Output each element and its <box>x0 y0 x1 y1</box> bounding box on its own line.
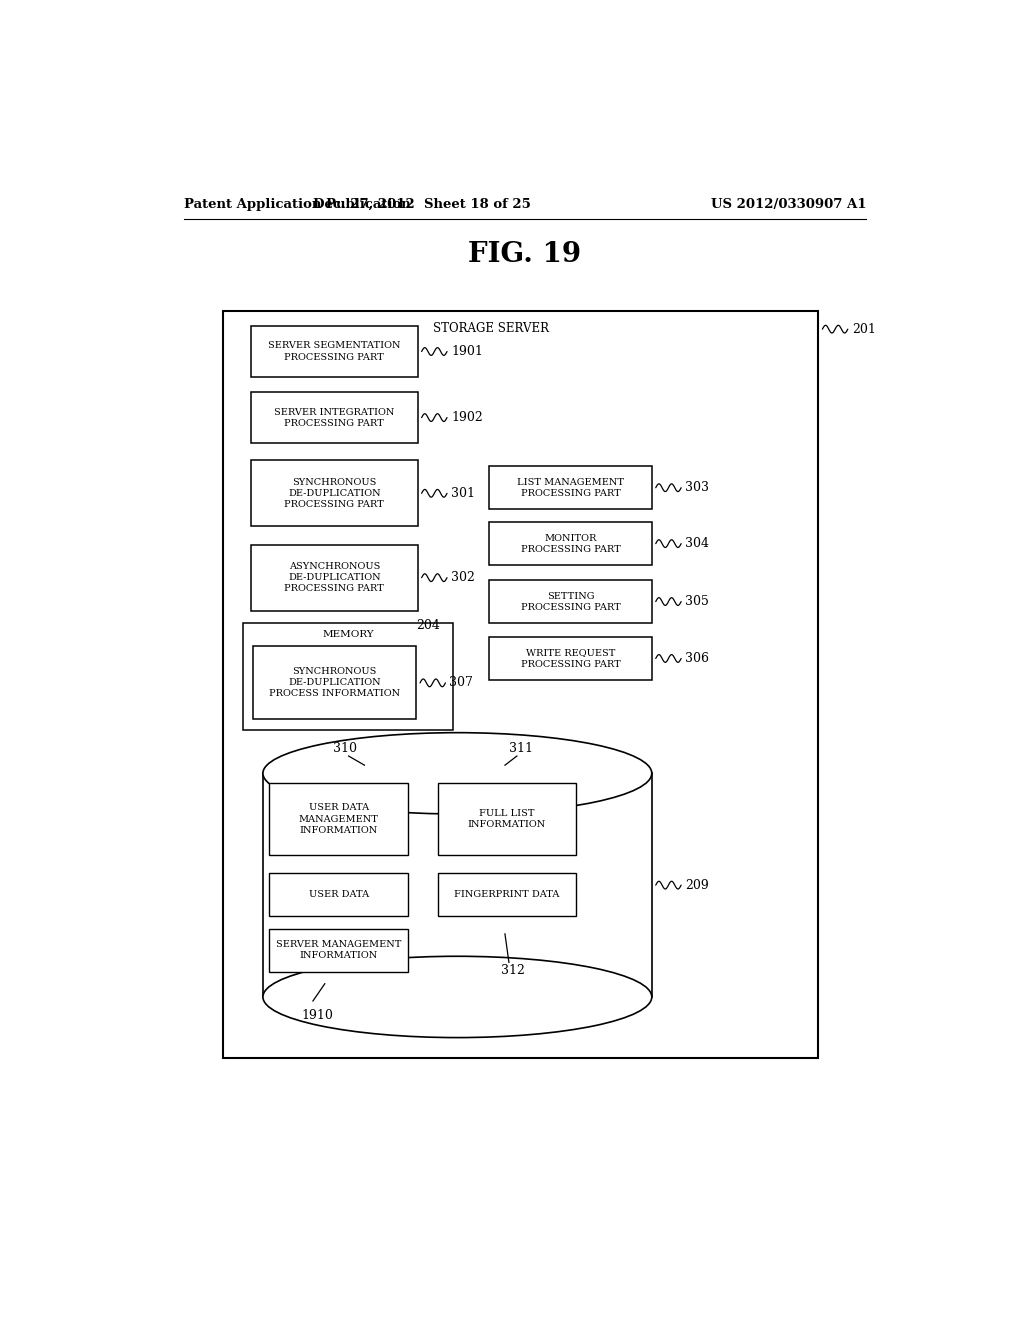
Ellipse shape <box>263 733 651 814</box>
Bar <box>263 774 651 997</box>
Text: 201: 201 <box>852 322 876 335</box>
Bar <box>269 784 409 854</box>
Text: MONITOR
PROCESSING PART: MONITOR PROCESSING PART <box>520 533 621 553</box>
Bar <box>251 545 418 611</box>
Bar <box>243 623 454 730</box>
Text: WRITE REQUEST
PROCESSING PART: WRITE REQUEST PROCESSING PART <box>520 648 621 668</box>
Bar <box>269 873 409 916</box>
Bar <box>437 784 577 854</box>
Bar <box>223 312 818 1057</box>
Bar <box>251 326 418 378</box>
Text: LIST MANAGEMENT
PROCESSING PART: LIST MANAGEMENT PROCESSING PART <box>517 478 624 498</box>
Text: SYNCHRONOUS
DE-DUPLICATION
PROCESS INFORMATION: SYNCHRONOUS DE-DUPLICATION PROCESS INFOR… <box>269 668 400 698</box>
Text: 311: 311 <box>509 742 532 755</box>
Text: SYNCHRONOUS
DE-DUPLICATION
PROCESSING PART: SYNCHRONOUS DE-DUPLICATION PROCESSING PA… <box>285 478 384 510</box>
Text: FINGERPRINT DATA: FINGERPRINT DATA <box>455 890 560 899</box>
Text: 1901: 1901 <box>451 345 483 358</box>
Text: US 2012/0330907 A1: US 2012/0330907 A1 <box>711 198 866 211</box>
Text: 304: 304 <box>685 537 709 550</box>
Text: STORAGE SERVER: STORAGE SERVER <box>433 322 549 335</box>
Text: SERVER INTEGRATION
PROCESSING PART: SERVER INTEGRATION PROCESSING PART <box>274 408 394 428</box>
Text: FULL LIST
INFORMATION: FULL LIST INFORMATION <box>468 809 546 829</box>
Text: SETTING
PROCESSING PART: SETTING PROCESSING PART <box>520 591 621 611</box>
Bar <box>253 647 416 719</box>
Bar <box>489 523 652 565</box>
Text: Patent Application Publication: Patent Application Publication <box>183 198 411 211</box>
Text: USER DATA
MANAGEMENT
INFORMATION: USER DATA MANAGEMENT INFORMATION <box>299 804 379 834</box>
Text: 301: 301 <box>451 487 475 500</box>
Text: 302: 302 <box>451 572 475 585</box>
Text: ASYNCHRONOUS
DE-DUPLICATION
PROCESSING PART: ASYNCHRONOUS DE-DUPLICATION PROCESSING P… <box>285 562 384 593</box>
Text: FIG. 19: FIG. 19 <box>468 242 582 268</box>
Text: 306: 306 <box>685 652 709 665</box>
Bar <box>269 929 409 972</box>
Text: 209: 209 <box>685 879 709 891</box>
Text: 310: 310 <box>333 742 356 755</box>
Text: 1910: 1910 <box>301 1008 333 1022</box>
Text: USER DATA: USER DATA <box>308 890 369 899</box>
Text: SERVER SEGMENTATION
PROCESSING PART: SERVER SEGMENTATION PROCESSING PART <box>268 342 400 362</box>
Text: 307: 307 <box>450 676 473 689</box>
Bar <box>489 638 652 680</box>
Text: 1902: 1902 <box>451 411 482 424</box>
Text: 303: 303 <box>685 482 709 494</box>
Text: 204: 204 <box>416 619 440 632</box>
Bar <box>437 873 577 916</box>
Bar <box>489 581 652 623</box>
Bar <box>251 392 418 444</box>
Text: SERVER MANAGEMENT
INFORMATION: SERVER MANAGEMENT INFORMATION <box>276 940 401 960</box>
Text: Dec. 27, 2012  Sheet 18 of 25: Dec. 27, 2012 Sheet 18 of 25 <box>312 198 530 211</box>
Text: MEMORY: MEMORY <box>323 630 374 639</box>
Text: 312: 312 <box>501 965 525 977</box>
Bar <box>489 466 652 510</box>
Text: 305: 305 <box>685 595 709 609</box>
Bar <box>251 461 418 527</box>
Ellipse shape <box>263 956 651 1038</box>
